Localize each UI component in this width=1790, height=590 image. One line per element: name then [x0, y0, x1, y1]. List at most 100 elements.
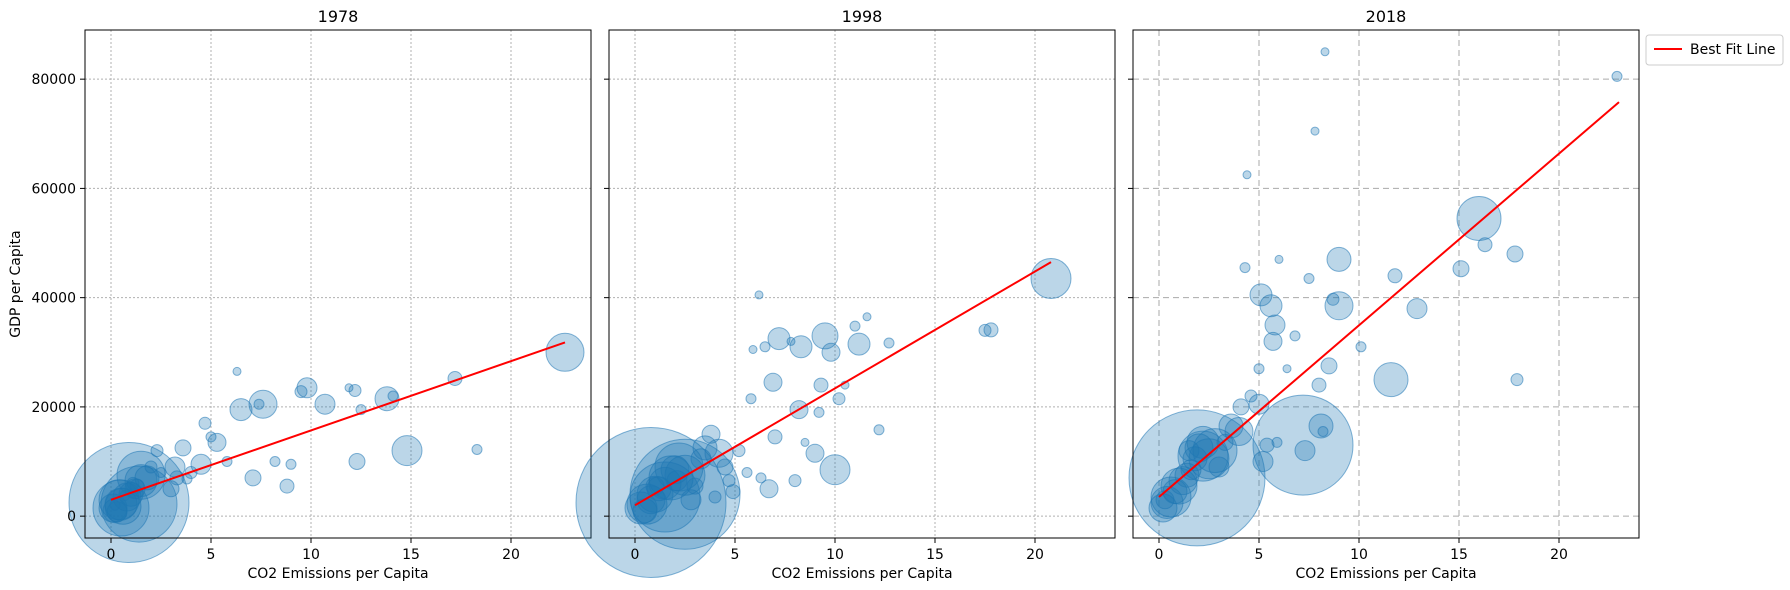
data-point: [1355, 341, 1367, 353]
data-point: [701, 424, 721, 444]
data-point: [1263, 331, 1283, 351]
data-point: [387, 390, 399, 402]
x-axis-label: CO2 Emissions per Capita: [247, 566, 428, 582]
data-point: [1178, 440, 1200, 462]
data-point: [471, 444, 483, 455]
data-point: [314, 393, 336, 415]
best-fit-line: [110, 341, 566, 501]
data-point: [862, 312, 872, 322]
data-point: [144, 460, 158, 474]
data-point: [296, 377, 318, 399]
x-tick-label: 5: [731, 547, 740, 563]
data-point: [1271, 436, 1283, 448]
data-point: [759, 479, 779, 499]
data-point: [1406, 298, 1428, 320]
chart-panel-1978: 0 5 10 15 20 0 20000 40000 60000 80000 1978 CO2 Emi…: [8, 7, 592, 582]
data-point: [1324, 291, 1354, 321]
data-point: [207, 432, 227, 452]
y-tick-label: 80000: [31, 72, 76, 88]
x-axis-label: CO2 Emissions per Capita: [1295, 566, 1476, 582]
data-point: [748, 345, 758, 354]
data-point: [686, 477, 704, 495]
data-point: [745, 393, 757, 405]
x-tick-label: 15: [1450, 547, 1468, 563]
data-point: [821, 342, 841, 362]
data-point: [1452, 260, 1470, 278]
data-point: [155, 467, 167, 478]
data-point: [1150, 486, 1184, 519]
data-point: [100, 465, 178, 543]
data-point: [811, 322, 839, 350]
data-point: [983, 322, 999, 338]
x-tick-label: 0: [1155, 547, 1164, 563]
data-point: [348, 453, 366, 470]
data-point: [248, 389, 278, 419]
data-point: [1282, 364, 1292, 374]
data-point: [1387, 268, 1403, 284]
data-point: [1259, 294, 1283, 318]
data-point: [754, 290, 764, 300]
data-point: [722, 474, 736, 488]
x-tick-label: 15: [926, 547, 944, 563]
x-tick-label: 5: [1255, 547, 1264, 563]
data-point: [849, 320, 861, 332]
chart-panel-2018: 0 5 10 15 20 2018 CO2 Emissions per Capita: [1128, 7, 1640, 582]
data-point: [767, 327, 791, 351]
panel-title: 1998: [842, 7, 883, 26]
data-point: [813, 406, 825, 418]
data-point: [629, 461, 701, 533]
data-point: [229, 398, 253, 422]
x-axis-label: CO2 Emissions per Capita: [771, 566, 952, 582]
data-point: [1252, 394, 1354, 496]
data-point: [1506, 245, 1524, 263]
data-point: [873, 424, 885, 436]
data-point: [800, 437, 810, 447]
axes-frame: [608, 29, 1116, 539]
data-point: [1208, 456, 1230, 478]
data-point: [1030, 258, 1072, 299]
data-point: [1264, 314, 1286, 336]
data-point: [1320, 47, 1330, 57]
x-tick-label: 10: [1350, 547, 1368, 563]
y-tick-label: 40000: [31, 291, 76, 307]
y-tick-label: 0: [67, 509, 76, 525]
panel-title: 2018: [1366, 7, 1407, 26]
data-point: [1155, 490, 1175, 510]
data-point: [232, 366, 242, 376]
data-point: [755, 472, 767, 484]
axes-frame: [1132, 29, 1640, 539]
data-point: [978, 323, 992, 337]
x-tick-label: 20: [1026, 547, 1044, 563]
data-point: [680, 489, 702, 511]
data-point: [374, 386, 400, 412]
data-point: [1160, 467, 1198, 505]
data-point: [1477, 237, 1493, 253]
data-point: [788, 474, 802, 488]
data-point: [150, 444, 164, 458]
axes-frame: [84, 29, 592, 539]
x-tick-label: 5: [207, 547, 216, 563]
data-point: [741, 467, 753, 478]
data-point: [1326, 246, 1352, 272]
x-tick-label: 15: [402, 547, 420, 563]
data-point: [1224, 417, 1254, 446]
data-point: [1611, 70, 1623, 82]
x-tick-label: 20: [1550, 547, 1568, 563]
data-point: [725, 484, 741, 500]
data-point: [545, 332, 585, 372]
data-point: [847, 332, 871, 356]
data-point: [805, 443, 825, 463]
data-point: [1289, 330, 1301, 342]
data-point: [244, 469, 262, 487]
data-point: [1177, 430, 1229, 482]
data-point: [1274, 254, 1284, 264]
data-point: [1244, 389, 1258, 403]
best-fit-line: [1158, 101, 1620, 498]
data-point: [832, 392, 846, 406]
data-point: [575, 427, 727, 578]
data-point: [348, 384, 362, 397]
data-point: [1310, 126, 1320, 136]
data-point: [789, 335, 813, 359]
data-point: [1242, 170, 1252, 180]
data-point: [763, 372, 783, 392]
